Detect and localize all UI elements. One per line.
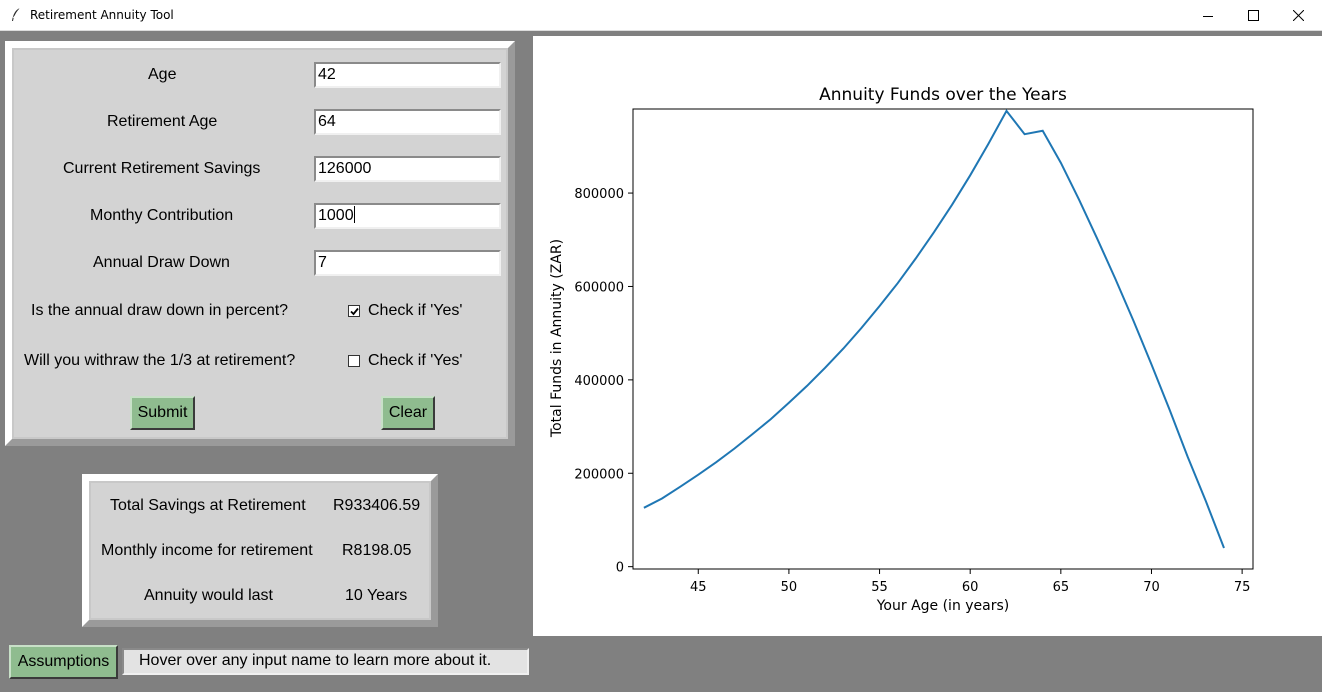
- submit-button[interactable]: Submit: [130, 396, 195, 430]
- x-tick-label: 55: [871, 580, 888, 595]
- percent-check-label: Check if 'Yes': [368, 302, 463, 319]
- drawdown-input[interactable]: 7: [314, 250, 501, 276]
- savings-label[interactable]: Current Retirement Savings: [63, 160, 261, 177]
- savings-input[interactable]: 126000: [314, 156, 501, 182]
- annuity-last-value: 10 Years: [345, 587, 408, 604]
- results-panel: [82, 474, 438, 627]
- chart-x-axis-label: Your Age (in years): [876, 598, 1010, 614]
- retirement-age-input[interactable]: 64: [314, 109, 501, 135]
- drawdown-label[interactable]: Annual Draw Down: [93, 254, 230, 271]
- contribution-input[interactable]: 1000: [314, 203, 501, 229]
- y-tick-label: 0: [616, 561, 624, 576]
- close-button[interactable]: [1275, 0, 1321, 31]
- y-tick-label: 600000: [574, 280, 624, 295]
- checkbox-checked-icon[interactable]: [348, 305, 360, 317]
- monthly-income-value: R8198.05: [342, 542, 412, 559]
- annuity-chart: Annuity Funds over the Years Your Age (i…: [549, 85, 1254, 614]
- total-savings-value: R933406.59: [333, 497, 421, 514]
- minimize-button[interactable]: [1185, 0, 1231, 31]
- x-tick-label: 50: [781, 580, 798, 595]
- y-tick-label: 200000: [574, 467, 624, 482]
- checkbox-unchecked-icon[interactable]: [348, 355, 360, 367]
- total-savings-label: Total Savings at Retirement: [110, 497, 306, 514]
- percent-question-label[interactable]: Is the annual draw down in percent?: [31, 302, 289, 319]
- clear-button[interactable]: Clear: [381, 396, 435, 430]
- withdraw-checkbox[interactable]: Check if 'Yes': [348, 352, 462, 370]
- retirement-age-label[interactable]: Retirement Age: [107, 113, 218, 130]
- annuity-last-label: Annuity would last: [144, 587, 273, 604]
- age-input[interactable]: 42: [314, 62, 501, 88]
- text-cursor: [353, 206, 355, 223]
- x-tick-label: 75: [1234, 580, 1251, 595]
- percent-checkbox[interactable]: Check if 'Yes': [348, 302, 462, 320]
- x-tick-label: 65: [1053, 580, 1070, 595]
- plot-frame: [632, 108, 1254, 570]
- x-tick-label: 70: [1143, 580, 1160, 595]
- feather-icon: [9, 7, 23, 23]
- x-tick-label: 60: [962, 580, 979, 595]
- chart-y-axis-label: Total Funds in Annuity (ZAR): [549, 239, 565, 438]
- chart-area: Annuity Funds over the Years Your Age (i…: [533, 36, 1322, 636]
- status-bar: Hover over any input name to learn more …: [122, 648, 529, 675]
- withdraw-check-label: Check if 'Yes': [368, 352, 463, 369]
- assumptions-button[interactable]: Assumptions: [9, 645, 118, 679]
- input-panel: [5, 41, 515, 446]
- chart-title: Annuity Funds over the Years: [819, 85, 1067, 105]
- contribution-value: 1000: [318, 207, 354, 224]
- title-bar: Retirement Annuity Tool: [0, 0, 1322, 31]
- monthly-income-label: Monthly income for retirement: [101, 542, 313, 559]
- contribution-label[interactable]: Monthy Contribution: [90, 207, 234, 224]
- withdraw-question-label[interactable]: Will you withraw the 1/3 at retirement?: [24, 352, 296, 369]
- y-tick-label: 400000: [574, 374, 624, 389]
- x-tick-label: 45: [690, 580, 707, 595]
- age-label[interactable]: Age: [148, 66, 177, 83]
- window-title: Retirement Annuity Tool: [30, 8, 174, 22]
- y-tick-label: 800000: [574, 187, 624, 202]
- annuity-line: [643, 109, 1225, 549]
- maximize-button[interactable]: [1230, 0, 1276, 31]
